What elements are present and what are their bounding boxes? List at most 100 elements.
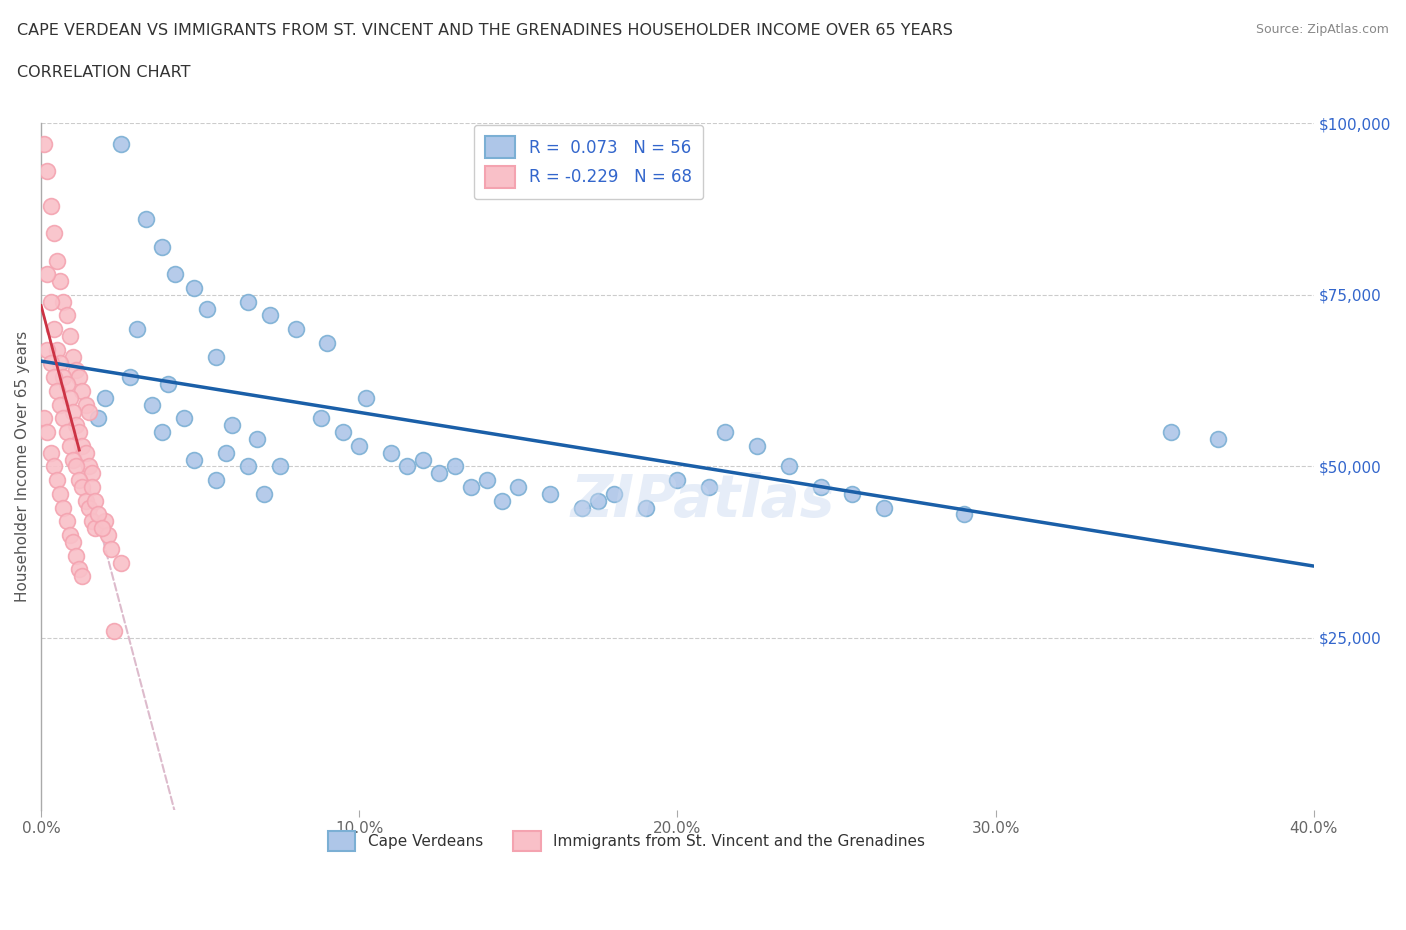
Legend: Cape Verdeans, Immigrants from St. Vincent and the Grenadines: Cape Verdeans, Immigrants from St. Vince…: [322, 825, 931, 857]
Point: [259, 308, 281, 323]
Point: [39, 356, 62, 371]
Point: [150, 425, 173, 440]
Point: [59, 328, 82, 343]
Text: ZIPatlas: ZIPatlas: [571, 472, 835, 529]
Point: [77, 459, 100, 474]
Point: [72, 383, 94, 398]
Point: [163, 267, 186, 282]
Point: [77, 405, 100, 419]
Point: [75, 397, 97, 412]
Point: [841, 486, 863, 501]
Point: [316, 336, 339, 351]
Point: [65, 548, 87, 563]
Point: [52, 411, 75, 426]
Point: [221, 418, 243, 432]
Point: [93, 514, 115, 529]
Text: Source: ZipAtlas.com: Source: ZipAtlas.com: [1256, 23, 1389, 36]
Point: [873, 500, 896, 515]
Point: [100, 541, 122, 556]
Point: [75, 493, 97, 508]
Point: [75, 445, 97, 460]
Point: [59, 391, 82, 405]
Point: [395, 459, 418, 474]
Point: [55, 425, 77, 440]
Point: [349, 438, 371, 453]
Point: [778, 459, 800, 474]
Point: [80, 466, 103, 481]
Point: [538, 486, 561, 501]
Point: [52, 294, 75, 309]
Point: [205, 472, 228, 487]
Point: [52, 500, 75, 515]
Point: [84, 521, 107, 536]
Point: [952, 507, 974, 522]
Point: [34, 411, 56, 426]
Point: [173, 411, 195, 426]
Point: [62, 405, 84, 419]
Point: [87, 507, 110, 522]
Point: [34, 137, 56, 152]
Point: [90, 521, 112, 536]
Point: [59, 438, 82, 453]
Point: [460, 480, 482, 495]
Point: [67, 472, 90, 487]
Point: [103, 624, 125, 639]
Point: [150, 239, 173, 254]
Point: [87, 411, 110, 426]
Point: [46, 383, 69, 398]
Point: [49, 356, 72, 371]
Point: [427, 466, 450, 481]
Point: [52, 370, 75, 385]
Point: [603, 486, 626, 501]
Point: [110, 555, 132, 570]
Point: [42, 370, 65, 385]
Point: [697, 480, 720, 495]
Point: [65, 363, 87, 378]
Point: [84, 493, 107, 508]
Point: [253, 486, 276, 501]
Point: [508, 480, 530, 495]
Point: [37, 425, 59, 440]
Point: [49, 397, 72, 412]
Point: [269, 459, 291, 474]
Point: [666, 472, 689, 487]
Point: [214, 445, 236, 460]
Point: [67, 425, 90, 440]
Text: CORRELATION CHART: CORRELATION CHART: [17, 65, 190, 80]
Point: [77, 500, 100, 515]
Point: [205, 349, 228, 364]
Point: [46, 253, 69, 268]
Point: [49, 486, 72, 501]
Point: [183, 281, 205, 296]
Point: [97, 527, 120, 542]
Point: [284, 322, 307, 337]
Point: [634, 500, 657, 515]
Point: [42, 459, 65, 474]
Point: [475, 472, 498, 487]
Point: [714, 425, 737, 440]
Point: [141, 397, 163, 412]
Point: [39, 445, 62, 460]
Point: [125, 322, 148, 337]
Point: [354, 391, 377, 405]
Point: [67, 370, 90, 385]
Point: [135, 212, 157, 227]
Point: [412, 452, 434, 467]
Point: [39, 294, 62, 309]
Point: [72, 480, 94, 495]
Point: [157, 377, 180, 392]
Text: CAPE VERDEAN VS IMMIGRANTS FROM ST. VINCENT AND THE GRENADINES HOUSEHOLDER INCOM: CAPE VERDEAN VS IMMIGRANTS FROM ST. VINC…: [17, 23, 953, 38]
Point: [65, 459, 87, 474]
Point: [110, 137, 132, 152]
Point: [65, 418, 87, 432]
Point: [37, 164, 59, 179]
Point: [309, 411, 332, 426]
Y-axis label: Householder Income Over 65 years: Householder Income Over 65 years: [15, 331, 30, 602]
Point: [80, 480, 103, 495]
Point: [59, 527, 82, 542]
Point: [62, 452, 84, 467]
Point: [93, 391, 115, 405]
Point: [810, 480, 832, 495]
Point: [72, 569, 94, 584]
Point: [1208, 432, 1230, 446]
